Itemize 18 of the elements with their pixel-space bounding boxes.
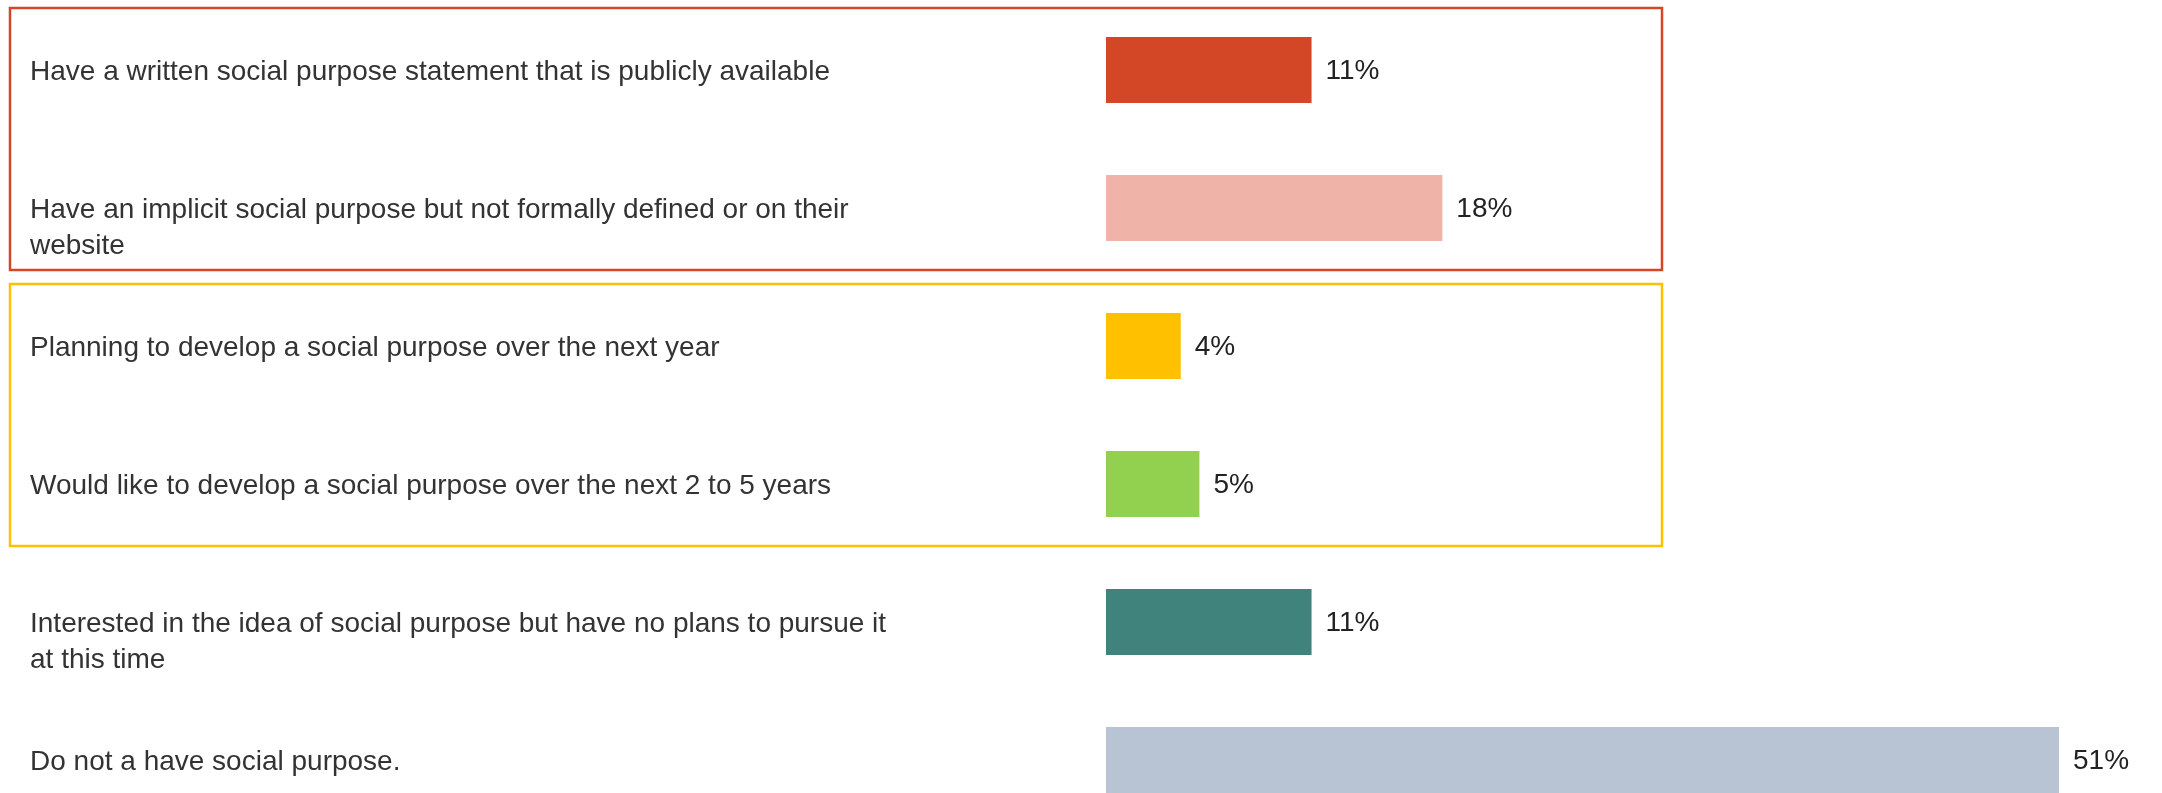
y-tick-label: Have a written social purpose statement that is publicly available [30, 55, 830, 86]
data-label: 51% [2073, 744, 2130, 776]
y-tick-label: Do not a have social purpose. [30, 745, 401, 776]
y-tick-label: Interested in the idea of social purpose but have no plans to pursue it at this time [30, 607, 887, 674]
bar [1106, 175, 1443, 241]
bar [1106, 727, 2059, 793]
data-label: 18% [1456, 192, 1513, 224]
data-label: 4% [1194, 330, 1236, 362]
data-label: 11% [1325, 54, 1380, 86]
y-tick-label: Planning to develop a social purpose over the next year [30, 331, 720, 362]
bar [1106, 313, 1181, 379]
bar [1106, 451, 1200, 517]
bar [1106, 589, 1312, 655]
y-tick-label: Would like to develop a social purpose over the next 2 to 5 years [30, 469, 832, 500]
y-tick-label: Have an implicit social purpose but not formally defined or on their website [29, 193, 849, 260]
bar [1106, 37, 1312, 103]
data-label: 5% [1213, 468, 1254, 500]
data-label: 11% [1325, 606, 1380, 638]
